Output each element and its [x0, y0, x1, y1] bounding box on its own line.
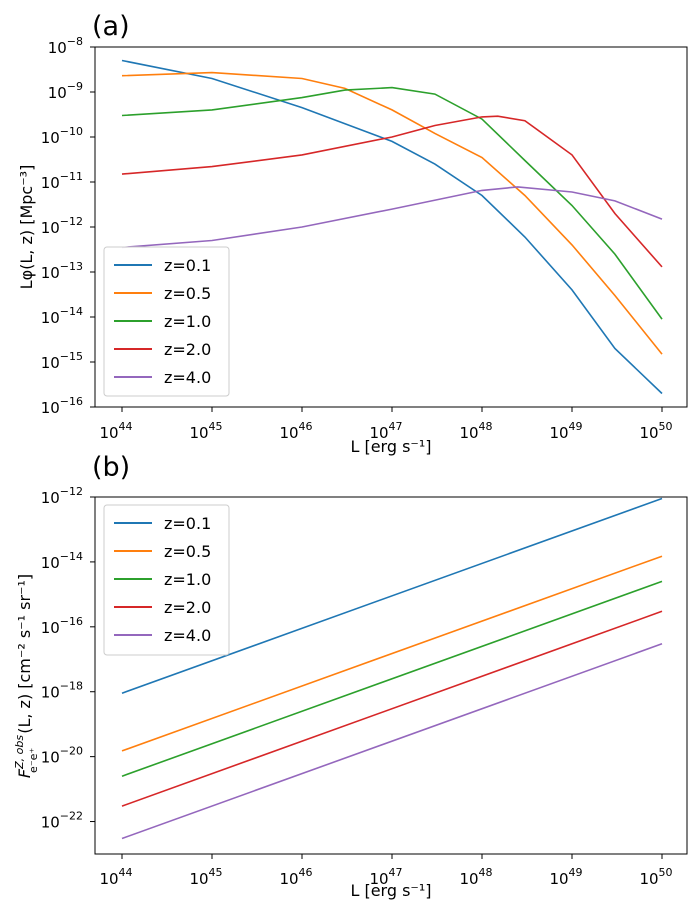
panel-a-x-tick-label: 1048 [459, 420, 492, 442]
panel-b-x-tick-label: 1047 [369, 866, 402, 888]
panel-a-legend-label: z=1.0 [164, 312, 211, 331]
panel-a-x-ticks: 1044 1045 1046 1047 1048 1049 1050 [99, 407, 673, 442]
panel-a: (a) 1044 1045 1046 1047 1048 1049 1050 10−1610… [17, 11, 688, 456]
panel-b-legend-label: z=4.0 [164, 626, 211, 645]
panel-b-legend-label: z=2.0 [164, 598, 211, 617]
panel-b-legend-label: z=0.1 [164, 514, 211, 533]
panel-a-series-line-3 [121, 115, 663, 268]
panel-a-series-group [121, 59, 663, 395]
panel-a-series-line-1 [121, 71, 663, 355]
panel-a-y-tick-label: 10−16 [41, 395, 83, 417]
panel-a-x-tick-label: 1050 [639, 420, 672, 442]
panel-b-label: (b) [92, 452, 130, 483]
panel-b-plot-area [94, 496, 688, 855]
panel-a-y-tick-label: 10−10 [41, 125, 83, 147]
panel-b-series-group [121, 497, 663, 840]
panel-a-legend: z=0.1 z=0.5 z=1.0 z=2.0 z=4.0 [103, 246, 230, 397]
panel-a-x-axis-label: L [erg s⁻¹] [350, 437, 431, 456]
panel-b-y-tick-label: 10−12 [41, 485, 83, 507]
panel-b-legend-box [103, 504, 230, 656]
panel-a-legend-box [103, 246, 230, 397]
panel-b-ylabel-lead: F [15, 768, 34, 778]
panel-b-ylabel-rest: (L, z) [cm⁻² s⁻¹ sr⁻¹] [15, 574, 34, 734]
panel-a-legend-label: z=0.1 [164, 256, 211, 275]
panel-b-series-line-4 [121, 643, 663, 840]
panel-b-x-tick-label: 1044 [99, 866, 132, 888]
panel-a-label: (a) [92, 11, 130, 42]
panel-a-x-tick-label: 1045 [189, 420, 222, 442]
panel-a-series-line-2 [121, 86, 663, 320]
panel-b-x-tick-label: 1049 [549, 866, 582, 888]
panel-b-y-tick-label: 10−18 [41, 680, 83, 702]
panel-a-x-tick-label: 1044 [99, 420, 132, 442]
panel-b-y-axis-label: FZ, obse⁻e⁺ (L, z) [cm⁻² s⁻¹ sr⁻¹] [13, 574, 40, 778]
panel-b-ylabel-sup: Z, obs [13, 735, 26, 770]
panel-a-legend-label: z=0.5 [164, 284, 211, 303]
panel-b-legend-label: z=1.0 [164, 570, 211, 589]
panel-b-legend: z=0.1 z=0.5 z=1.0 z=2.0 z=4.0 [103, 504, 230, 656]
panel-a-y-tick-label: 10−8 [48, 35, 83, 57]
panel-a-series-line-4 [121, 186, 663, 249]
panel-b-series-line-3 [121, 610, 663, 807]
panel-b-legend-label: z=0.5 [164, 542, 211, 561]
panel-b-series-line-1 [121, 555, 663, 752]
panel-a-x-tick-label: 1049 [549, 420, 582, 442]
panel-b-y-tick-label: 10−16 [41, 615, 83, 637]
panel-b-x-tick-label: 1045 [189, 866, 222, 888]
panel-a-legend-label: z=4.0 [164, 368, 211, 387]
panel-b-x-ticks: 1044 1045 1046 1047 1048 1049 1050 [99, 854, 673, 888]
panel-a-y-axis-label: Lφ(L, z) [Mpc⁻³] [17, 165, 36, 290]
panel-a-y-ticks: 10−16 10−15 10−14 10−13 10−12 10−11 10−10 10−9 1… [41, 35, 95, 417]
panel-b-series-line-2 [121, 580, 663, 777]
panel-b-ylabel-sub: e⁻e⁺ [27, 748, 40, 773]
panel-b-y-ticks: 10−22 10−20 10−18 10−16 10−14 10−12 [41, 485, 95, 832]
panel-a-x-tick-label: 1047 [369, 420, 402, 442]
panel-a-y-tick-label: 10−9 [48, 80, 83, 102]
panel-a-legend-label: z=2.0 [164, 340, 211, 359]
panel-a-y-tick-label: 10−11 [41, 170, 83, 192]
panel-b-x-tick-label: 1046 [279, 866, 312, 888]
panel-a-y-tick-label: 10−13 [41, 260, 83, 282]
panel-b-x-tick-label: 1050 [639, 866, 672, 888]
panel-a-y-tick-label: 10−14 [41, 305, 83, 327]
panel-b-x-axis-label: L [erg s⁻¹] [350, 881, 431, 900]
panel-b: (b) 1044 1045 1046 1047 1048 1049 1050 10−2210… [13, 452, 688, 900]
panel-b-x-tick-label: 1048 [459, 866, 492, 888]
panel-b-series-line-0 [121, 497, 663, 694]
panel-a-y-tick-label: 10−15 [41, 350, 83, 372]
panel-a-x-tick-label: 1046 [279, 420, 312, 442]
panel-a-y-tick-label: 10−12 [41, 215, 83, 237]
panel-b-y-tick-label: 10−22 [41, 810, 83, 832]
panel-b-y-tick-label: 10−14 [41, 550, 83, 572]
panel-b-y-tick-label: 10−20 [41, 745, 83, 767]
panel-a-series-line-0 [121, 59, 663, 395]
